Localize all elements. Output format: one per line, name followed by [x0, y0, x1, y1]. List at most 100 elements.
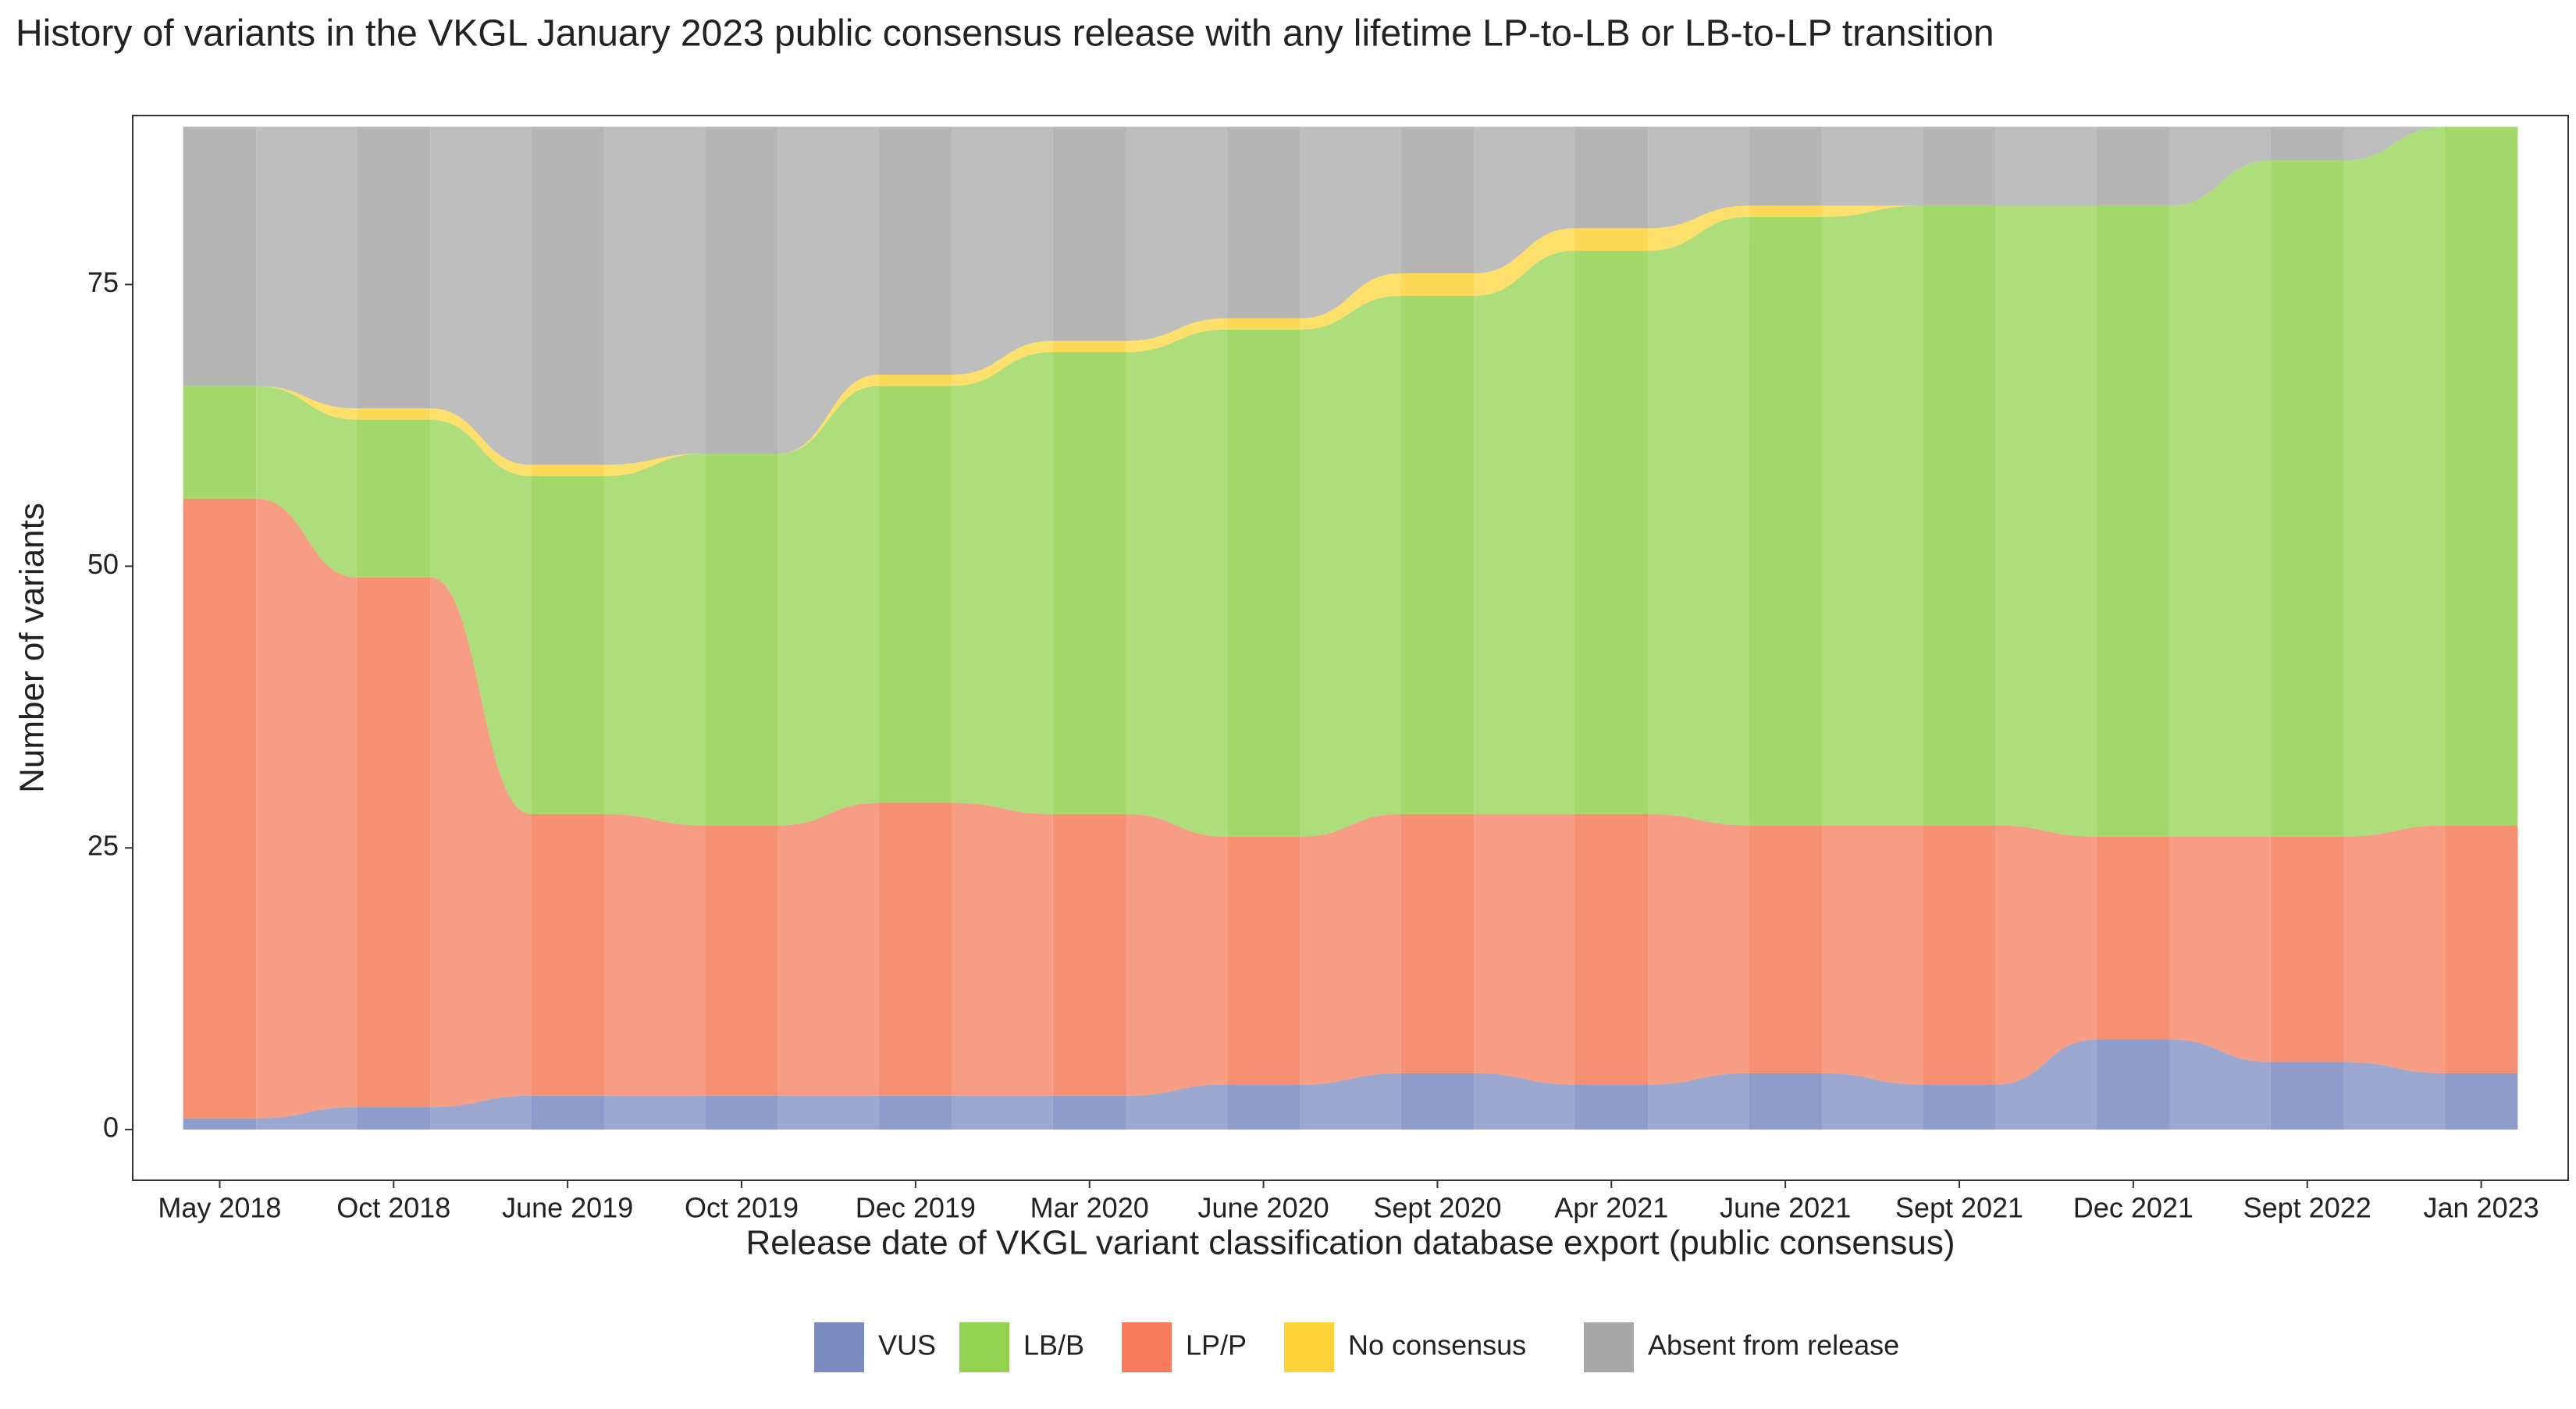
flow — [1300, 273, 1401, 330]
flow — [777, 1095, 880, 1130]
stratum — [879, 386, 952, 803]
stratum — [1226, 126, 1300, 318]
stratum — [1052, 352, 1126, 814]
flow — [1300, 126, 1401, 318]
stratum — [879, 126, 952, 375]
flow — [952, 126, 1053, 375]
flow — [430, 577, 532, 1108]
stratum — [1749, 205, 1822, 217]
flow — [1648, 205, 1749, 251]
flow — [430, 1095, 532, 1130]
flow — [777, 386, 880, 826]
flows — [256, 126, 2445, 1130]
flow — [2169, 836, 2271, 1062]
stratum — [1226, 318, 1300, 330]
x-tick-label: Sept 2022 — [2243, 1192, 2371, 1224]
flow — [2343, 825, 2445, 1073]
flow — [1821, 1073, 1923, 1130]
stratum — [1052, 340, 1126, 353]
stratum — [2097, 1039, 2170, 1130]
stratum — [2097, 205, 2170, 837]
x-tick-label: June 2020 — [1197, 1192, 1329, 1224]
stratum — [357, 419, 431, 578]
flow — [2169, 160, 2271, 837]
flow — [952, 340, 1053, 386]
flow — [603, 454, 706, 476]
x-tick-label: Oct 2019 — [685, 1192, 799, 1224]
flow — [1300, 813, 1401, 1085]
stratum — [1052, 1095, 1126, 1130]
stratum — [183, 386, 257, 499]
legend-swatch — [1284, 1322, 1334, 1372]
stratum — [1749, 825, 1822, 1073]
flow — [1821, 205, 1923, 217]
flow — [1474, 813, 1575, 1085]
y-tick-label: 0 — [103, 1112, 119, 1144]
stratum — [2270, 1062, 2344, 1130]
stratum — [1400, 1073, 1475, 1130]
x-tick-label: June 2021 — [1720, 1192, 1851, 1224]
flow — [256, 1107, 358, 1130]
flow — [1995, 1039, 2097, 1130]
stratum — [1749, 216, 1822, 826]
chart-title: History of variants in the VKGL January … — [16, 13, 1994, 55]
stratum — [1400, 813, 1475, 1073]
x-tick-label: Dec 2021 — [2073, 1192, 2194, 1224]
x-tick-label: Mar 2020 — [1030, 1192, 1149, 1224]
flow — [1300, 295, 1401, 837]
flow — [952, 1095, 1053, 1130]
stratum — [2097, 836, 2170, 1040]
stratum — [357, 408, 431, 420]
flow — [777, 802, 880, 1096]
legend-swatch — [959, 1322, 1009, 1372]
stratum — [2444, 825, 2518, 1073]
flow — [1474, 251, 1575, 814]
flow — [1995, 126, 2097, 206]
flow — [256, 386, 358, 578]
stratum — [1226, 329, 1300, 837]
stratum — [357, 1107, 431, 1130]
stratum — [2270, 836, 2344, 1062]
stratum — [705, 1095, 778, 1130]
stratum — [357, 126, 431, 409]
legend-label: VUS — [878, 1329, 936, 1361]
flow — [1300, 1073, 1401, 1130]
stratum — [1400, 273, 1475, 296]
flow — [1126, 1084, 1227, 1130]
flow — [1474, 1073, 1575, 1130]
flow — [1648, 216, 1749, 826]
stratum — [879, 374, 952, 386]
flow — [430, 126, 532, 465]
flow — [603, 454, 706, 826]
legend-swatch — [814, 1322, 864, 1372]
flow — [1648, 813, 1749, 1085]
flow — [777, 374, 880, 454]
flow — [1648, 126, 1749, 229]
flow — [952, 802, 1053, 1096]
flow — [2343, 126, 2445, 161]
flow — [2343, 1062, 2445, 1130]
stratum — [1923, 126, 1996, 206]
flow — [603, 813, 706, 1096]
stratum — [1574, 1084, 1649, 1130]
stratum — [2097, 126, 2170, 206]
stratum — [1923, 825, 1996, 1085]
stratum — [1052, 813, 1126, 1096]
stratum — [2270, 126, 2344, 161]
legend-swatch — [1122, 1322, 1172, 1372]
y-tick-label: 75 — [87, 266, 119, 298]
x-tick-label: Sept 2021 — [1895, 1192, 2023, 1224]
flow — [430, 419, 532, 814]
stratum — [879, 1095, 952, 1130]
plot-area: 0 25 50 75 May 2018 Oct 2018 June 2019 Oct 2019… — [87, 115, 2569, 1224]
flow — [430, 408, 532, 476]
stratum — [879, 802, 952, 1096]
flow — [1821, 825, 1923, 1085]
flow — [256, 498, 358, 1119]
stratum — [1574, 228, 1649, 251]
stratum — [1574, 126, 1649, 229]
legend-swatch — [1584, 1322, 1634, 1372]
stratum — [531, 475, 604, 814]
stratum — [705, 454, 778, 826]
